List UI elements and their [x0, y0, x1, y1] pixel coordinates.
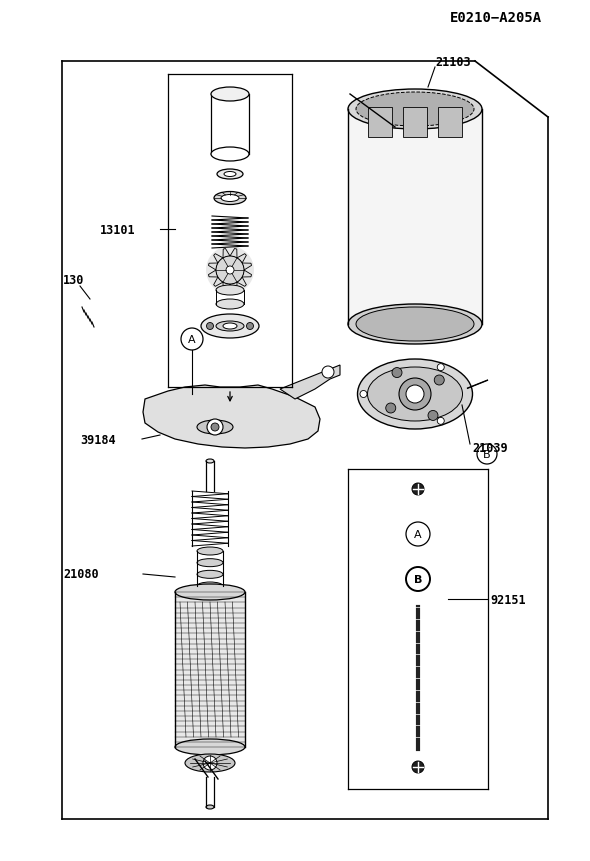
Circle shape	[247, 323, 254, 330]
Polygon shape	[280, 366, 340, 400]
Ellipse shape	[223, 324, 237, 330]
Ellipse shape	[368, 368, 463, 422]
Bar	[348, 110, 482, 325]
Ellipse shape	[185, 754, 235, 772]
Text: 92151: 92151	[490, 593, 526, 606]
Polygon shape	[208, 263, 218, 270]
Ellipse shape	[348, 305, 482, 344]
Circle shape	[412, 483, 424, 495]
Ellipse shape	[216, 322, 244, 331]
Bar	[175, 592, 245, 747]
Polygon shape	[208, 270, 218, 278]
Circle shape	[206, 323, 214, 330]
Bar	[438, 108, 462, 138]
Ellipse shape	[201, 314, 259, 338]
Ellipse shape	[175, 585, 245, 600]
Ellipse shape	[197, 571, 223, 579]
Circle shape	[211, 424, 219, 431]
Ellipse shape	[217, 170, 243, 180]
Circle shape	[399, 379, 431, 411]
Polygon shape	[237, 278, 247, 287]
Ellipse shape	[356, 307, 474, 342]
Text: 21039: 21039	[472, 441, 507, 454]
Ellipse shape	[216, 300, 244, 310]
Circle shape	[428, 411, 438, 421]
Ellipse shape	[206, 460, 214, 463]
Ellipse shape	[348, 90, 482, 130]
Polygon shape	[214, 254, 223, 263]
Circle shape	[207, 419, 223, 436]
Ellipse shape	[197, 559, 223, 567]
Polygon shape	[242, 263, 251, 270]
Text: E0210−A205A: E0210−A205A	[450, 11, 542, 25]
Circle shape	[434, 375, 444, 386]
Ellipse shape	[197, 548, 223, 555]
Text: 21103: 21103	[435, 55, 471, 68]
Circle shape	[322, 367, 334, 379]
Bar	[368, 108, 392, 138]
Text: 130: 130	[63, 273, 84, 286]
Ellipse shape	[356, 93, 474, 127]
Text: B: B	[414, 574, 422, 585]
Polygon shape	[143, 386, 320, 449]
Ellipse shape	[197, 582, 223, 591]
Ellipse shape	[358, 360, 473, 430]
Circle shape	[206, 247, 254, 294]
Text: 39184: 39184	[80, 433, 116, 446]
Text: B: B	[483, 449, 491, 460]
Ellipse shape	[216, 286, 244, 295]
Circle shape	[392, 369, 402, 378]
Polygon shape	[230, 249, 237, 258]
Text: A: A	[414, 530, 422, 539]
Polygon shape	[242, 270, 251, 278]
Circle shape	[360, 391, 367, 398]
Ellipse shape	[197, 420, 233, 435]
Ellipse shape	[206, 805, 214, 809]
Circle shape	[437, 364, 444, 371]
Polygon shape	[237, 254, 247, 263]
Circle shape	[216, 257, 244, 285]
Ellipse shape	[211, 148, 249, 162]
Text: A: A	[188, 335, 196, 344]
Polygon shape	[223, 282, 230, 292]
Ellipse shape	[221, 195, 239, 202]
Ellipse shape	[214, 192, 246, 205]
Bar	[403, 108, 427, 138]
Polygon shape	[214, 278, 223, 287]
Text: 21080: 21080	[63, 568, 99, 581]
Circle shape	[386, 404, 396, 413]
Circle shape	[412, 761, 424, 773]
Polygon shape	[230, 282, 237, 292]
Polygon shape	[223, 249, 230, 258]
Circle shape	[203, 756, 217, 770]
Ellipse shape	[224, 172, 236, 177]
Circle shape	[406, 386, 424, 404]
Text: 13101: 13101	[100, 223, 136, 236]
Ellipse shape	[175, 739, 245, 755]
Ellipse shape	[211, 88, 249, 102]
Circle shape	[226, 267, 234, 275]
Circle shape	[437, 418, 444, 424]
